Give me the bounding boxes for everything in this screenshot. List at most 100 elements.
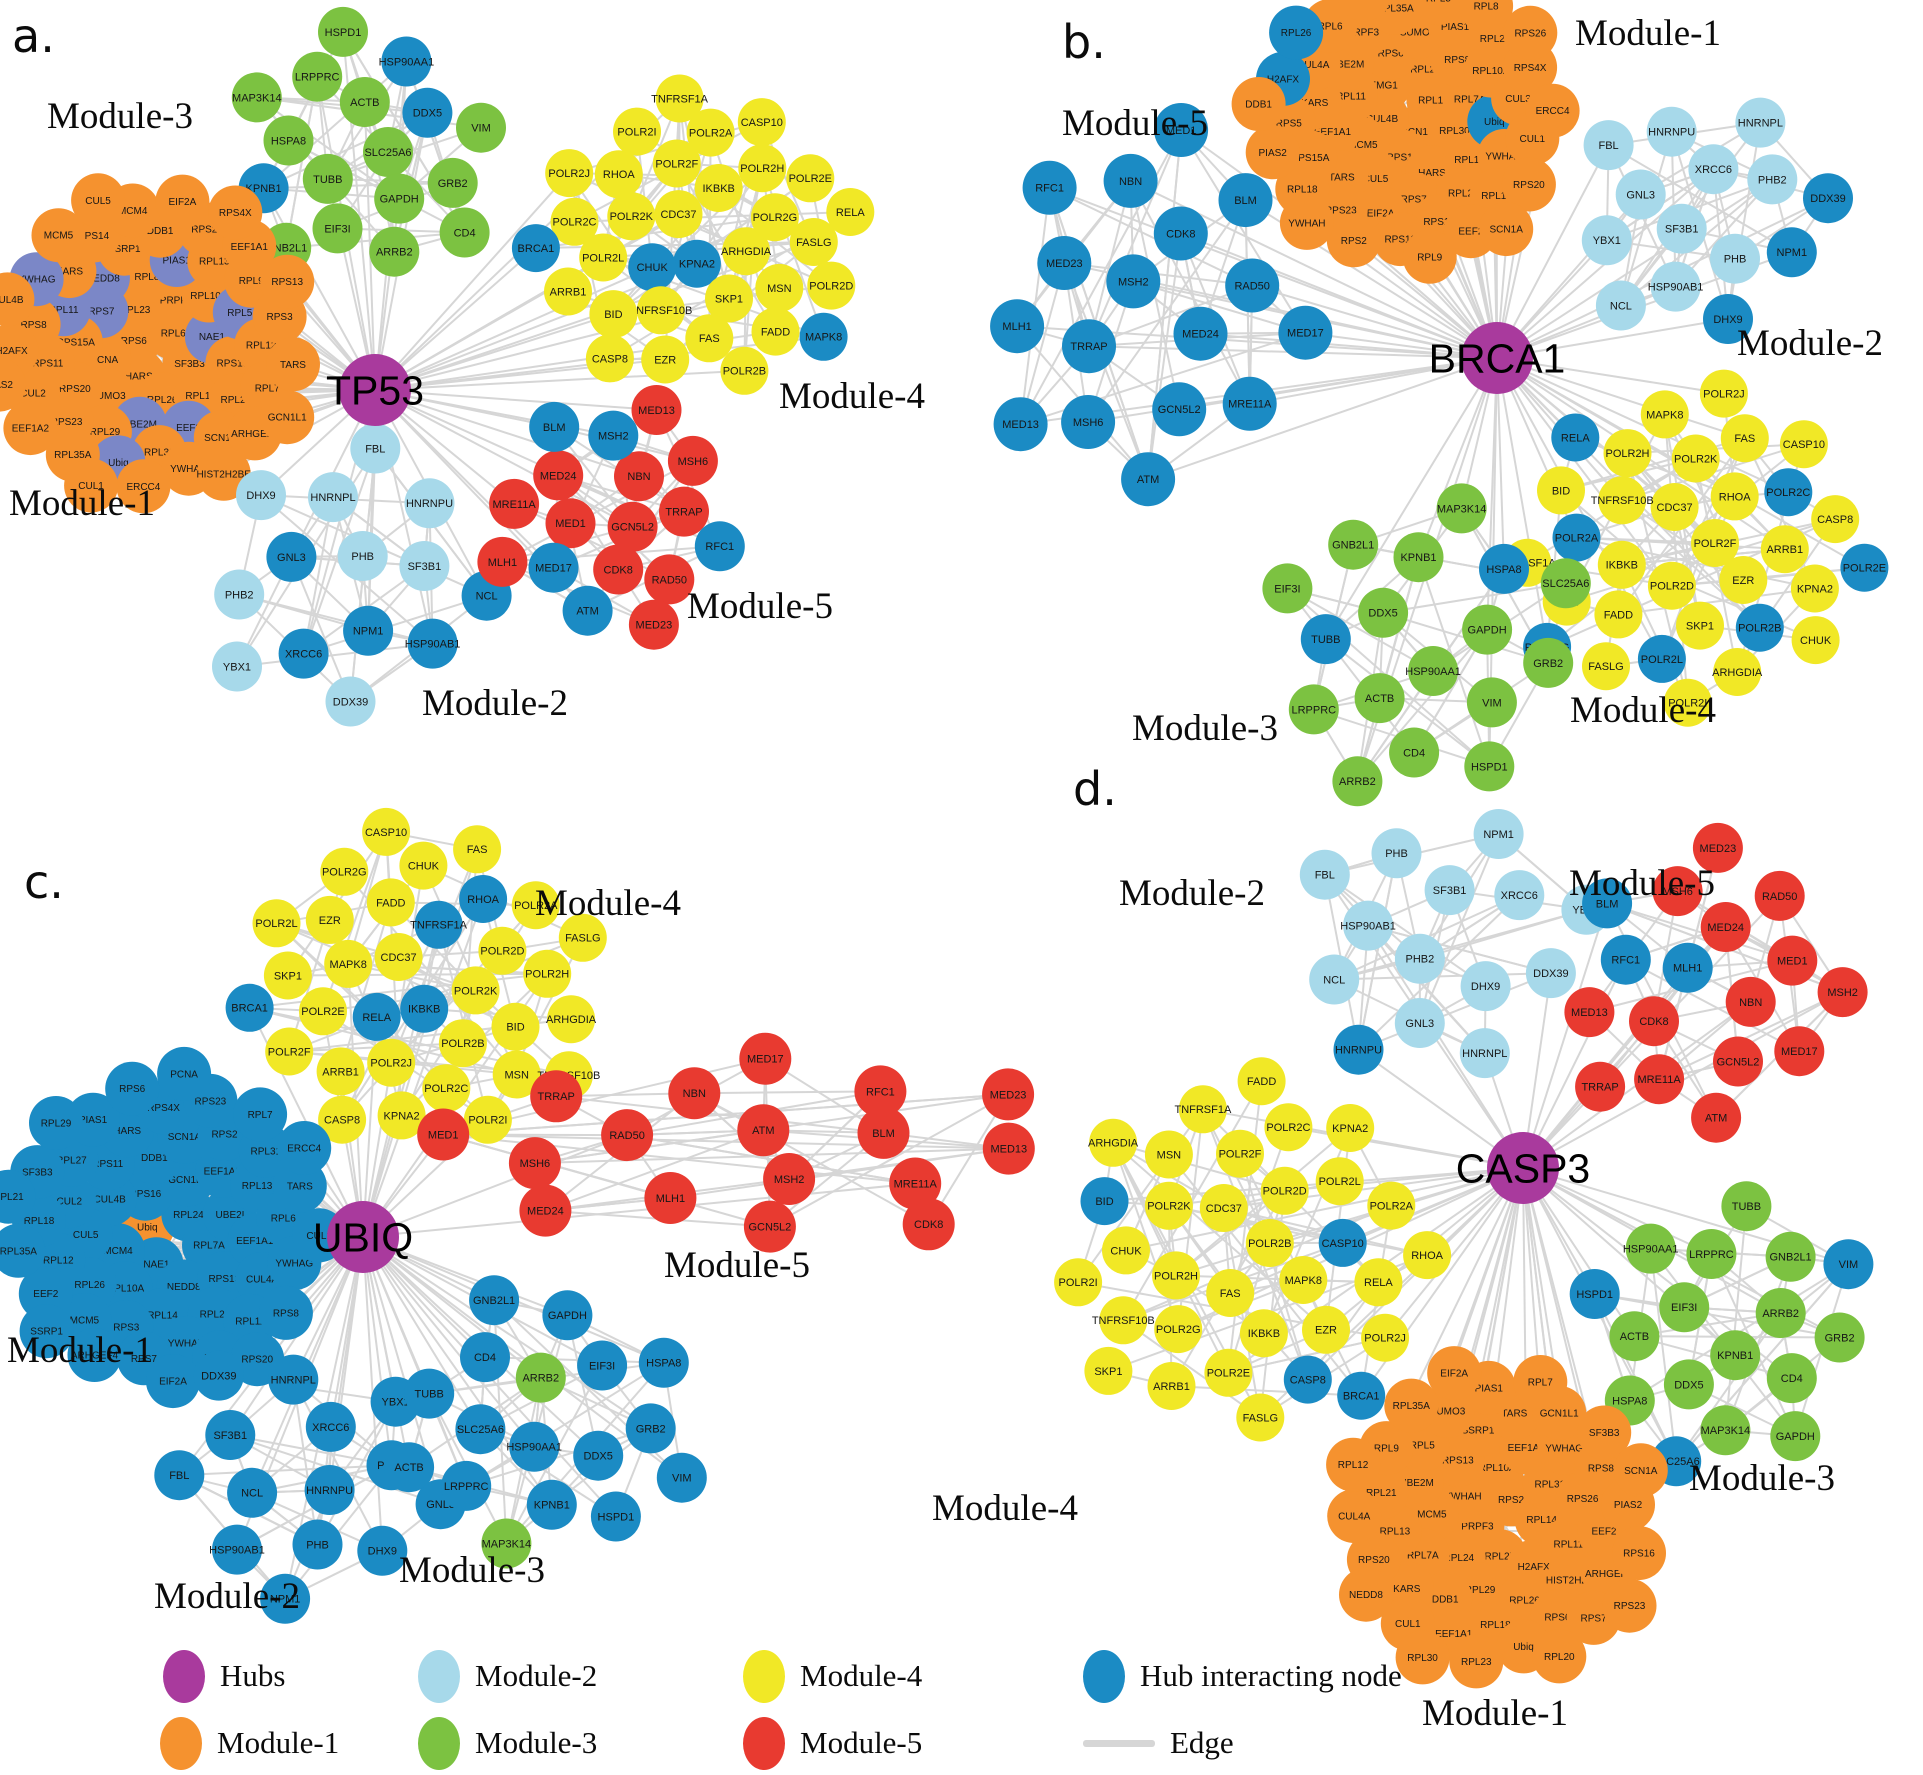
node-BRCA1[interactable] — [511, 224, 560, 273]
node-POLR2D[interactable] — [478, 926, 527, 975]
node-KPNA2[interactable] — [672, 239, 721, 288]
node-VIM[interactable] — [456, 102, 506, 153]
node-NPM1[interactable] — [343, 605, 394, 656]
node-MAPK8[interactable] — [1640, 390, 1689, 439]
node-CASP10[interactable] — [1779, 420, 1828, 469]
node-MSH2[interactable] — [588, 410, 639, 461]
node-POLR2K[interactable] — [1671, 434, 1720, 483]
node-ARRB1[interactable] — [544, 267, 592, 316]
node-POLR2I[interactable] — [1663, 678, 1712, 727]
node-POLR2C[interactable] — [1764, 468, 1813, 517]
node-RPL30[interactable] — [1395, 1630, 1450, 1685]
node-HNRNPL[interactable] — [268, 1354, 319, 1405]
node-EEF2[interactable] — [18, 1266, 73, 1321]
node-POLR2F[interactable] — [265, 1027, 314, 1076]
node-CASP8[interactable] — [585, 334, 634, 383]
node-KPNB1[interactable] — [526, 1479, 577, 1530]
node-DDX39[interactable] — [1803, 173, 1853, 224]
node-GCN5L2[interactable] — [607, 501, 658, 552]
node-CHUK[interactable] — [399, 841, 448, 890]
node-CD4[interactable] — [1766, 1353, 1817, 1404]
node-MSN[interactable] — [492, 1050, 541, 1099]
node-HNRNPL[interactable] — [1735, 97, 1786, 148]
node-MRE11A[interactable] — [889, 1157, 942, 1210]
node-MED1[interactable] — [1154, 103, 1209, 157]
node-PHB[interactable] — [292, 1519, 343, 1570]
node-MED23[interactable] — [1037, 236, 1092, 290]
node-EIF3I[interactable] — [577, 1340, 628, 1391]
node-GAPDH[interactable] — [1462, 604, 1513, 655]
node-MED1[interactable] — [417, 1108, 470, 1161]
node-MSH2[interactable] — [763, 1153, 816, 1205]
node-PHB2[interactable] — [214, 569, 265, 620]
node-HSPD1[interactable] — [1464, 741, 1515, 792]
node-FADD[interactable] — [366, 878, 415, 927]
node-HSP90AA1[interactable] — [509, 1421, 560, 1472]
node-DHX9[interactable] — [1460, 961, 1511, 1012]
node-CD4[interactable] — [1389, 727, 1440, 778]
node-EIF3I[interactable] — [1659, 1282, 1710, 1333]
node-CDK8[interactable] — [1153, 206, 1208, 261]
node-SKP1[interactable] — [705, 274, 753, 323]
node-MED13[interactable] — [631, 385, 682, 435]
node-NBN[interactable] — [1103, 153, 1158, 208]
node-PCNA[interactable] — [157, 1046, 212, 1101]
node-ARRB2[interactable] — [1755, 1288, 1806, 1338]
node-HSP90AB1[interactable] — [212, 1524, 262, 1575]
node-HSPA8[interactable] — [638, 1337, 689, 1388]
node-POLR2K[interactable] — [607, 192, 656, 241]
node-LRPPRC[interactable] — [1288, 684, 1339, 735]
node-CDK8[interactable] — [902, 1198, 955, 1251]
node-HSP90AB1[interactable] — [1650, 261, 1701, 312]
node-EZR[interactable] — [1302, 1305, 1350, 1354]
node-PHB[interactable] — [1710, 233, 1760, 284]
node-MED13[interactable] — [993, 397, 1048, 452]
node-HNRNPU[interactable] — [1333, 1024, 1384, 1075]
node-MED1[interactable] — [545, 498, 596, 549]
node-FAS[interactable] — [1720, 414, 1769, 463]
node-MED13[interactable] — [1564, 987, 1615, 1038]
node-POLR2A[interactable] — [686, 108, 735, 157]
node-POLR2E[interactable] — [786, 154, 835, 203]
node-BRCA1[interactable] — [1337, 1371, 1386, 1420]
node-MSH2[interactable] — [1106, 254, 1161, 309]
node-MED17[interactable] — [739, 1032, 792, 1085]
node-SCN1A[interactable] — [1613, 1443, 1668, 1498]
node-ARRB1[interactable] — [316, 1047, 365, 1096]
node-POLR2E[interactable] — [299, 987, 347, 1036]
node-RPS2[interactable] — [1326, 213, 1381, 268]
node-ARRB2[interactable] — [369, 226, 420, 277]
node-RHOA[interactable] — [594, 150, 643, 199]
node-RPS20[interactable] — [1501, 157, 1556, 212]
node-CASP10[interactable] — [362, 807, 411, 856]
node-RPL7[interactable] — [233, 1087, 288, 1142]
node-POLR2C[interactable] — [422, 1064, 471, 1113]
node-RAD50[interactable] — [601, 1109, 654, 1162]
node-SF3B1[interactable] — [1656, 203, 1707, 254]
node-MLH1[interactable] — [990, 299, 1045, 354]
node-TNFRSF1A[interactable] — [655, 74, 704, 123]
node-BLM[interactable] — [857, 1106, 910, 1159]
node-HSPD1[interactable] — [590, 1491, 641, 1542]
node-BID[interactable] — [491, 1002, 540, 1051]
node-RPS6[interactable] — [105, 1061, 160, 1116]
node-RELA[interactable] — [1354, 1258, 1403, 1307]
node-RELA[interactable] — [352, 992, 401, 1041]
node-CASP8[interactable] — [1811, 495, 1860, 544]
node-KPNB1[interactable] — [1393, 532, 1444, 583]
node-POLR2L[interactable] — [1637, 634, 1686, 683]
node-RPL9[interactable] — [1402, 229, 1457, 284]
node-HIST2H2BE[interactable] — [196, 446, 251, 501]
node-TUBB[interactable] — [404, 1368, 455, 1419]
node-FAS[interactable] — [1206, 1269, 1255, 1317]
node-HIST2H2BE[interactable] — [1337, 0, 1391, 22]
node-POLR2L[interactable] — [252, 899, 301, 948]
node-GNL3[interactable] — [1394, 998, 1445, 1048]
node-MCM5[interactable] — [31, 208, 86, 263]
node-TARS[interactable] — [266, 337, 320, 392]
node-POLR2F[interactable] — [1216, 1129, 1264, 1178]
node-MSH6[interactable] — [667, 435, 718, 486]
node-HNRNPU[interactable] — [1646, 106, 1697, 157]
node-POLR2G[interactable] — [320, 847, 369, 896]
node-XRCC6[interactable] — [278, 628, 329, 679]
